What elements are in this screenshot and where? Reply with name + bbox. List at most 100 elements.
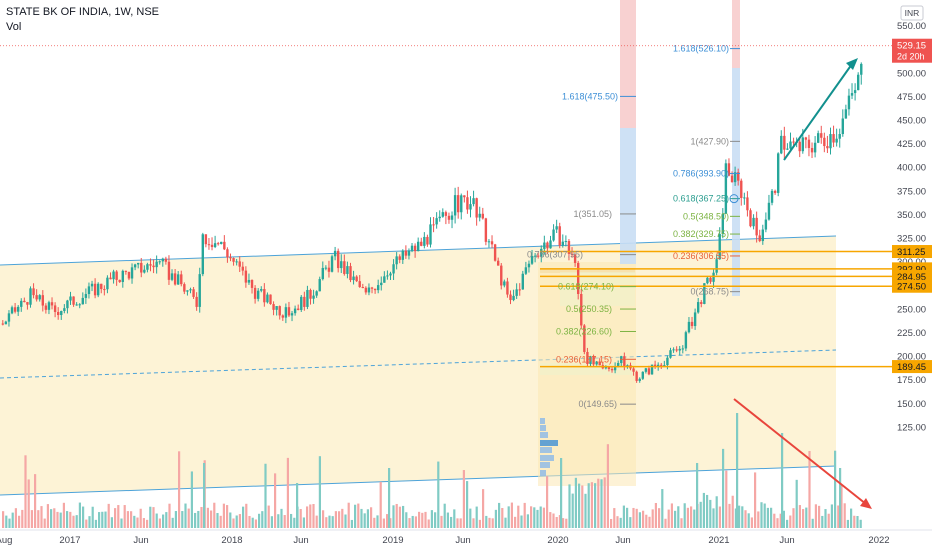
price-level-tag-label: 284.95 <box>897 272 926 283</box>
volume-bar <box>258 513 261 528</box>
candle <box>761 229 764 242</box>
candle <box>706 277 709 284</box>
candle <box>13 307 17 312</box>
volume-profile-bar <box>540 447 552 453</box>
volume-bar <box>325 517 328 528</box>
down-arrow-head <box>860 498 872 509</box>
volume-bar <box>629 517 632 528</box>
candle <box>413 245 417 252</box>
volume-bar <box>805 507 808 528</box>
candle <box>804 137 808 140</box>
volume-bar <box>642 510 645 528</box>
volume-bar <box>411 515 414 528</box>
candle <box>583 325 586 352</box>
candle <box>60 310 63 316</box>
candle <box>278 306 281 316</box>
volume-bar <box>574 477 577 528</box>
y-tick-label: 450.00 <box>897 115 926 126</box>
candle <box>475 198 478 218</box>
volume-bar <box>542 507 545 528</box>
candle <box>687 321 691 333</box>
price-level-tag-label: 311.25 <box>897 247 925 258</box>
price-level-tag <box>892 279 932 293</box>
candle <box>263 289 266 303</box>
volume-bar <box>293 517 296 528</box>
candle <box>327 267 331 272</box>
volume-bar <box>446 512 449 528</box>
candle <box>580 293 583 326</box>
volume-bar <box>482 489 485 528</box>
volume-bar <box>50 509 53 528</box>
volume-bar <box>117 505 120 528</box>
candle <box>364 287 368 293</box>
candle <box>820 133 823 138</box>
candle <box>816 133 820 143</box>
x-tick-label: Jun <box>293 535 308 546</box>
candle <box>463 195 466 198</box>
candle <box>383 276 386 283</box>
volume-bar <box>443 503 446 528</box>
candle <box>44 305 48 310</box>
candle <box>432 224 435 226</box>
candle <box>112 271 115 280</box>
volume-bar <box>203 463 206 528</box>
candle <box>469 204 472 210</box>
volume-bar <box>619 517 622 528</box>
x-tick-label: 2019 <box>382 535 403 546</box>
candle <box>798 141 801 152</box>
volume-bar <box>190 471 193 528</box>
volume-bar <box>571 493 574 528</box>
candle <box>423 236 426 246</box>
volume-bar <box>46 504 49 528</box>
volume-bar <box>757 511 760 528</box>
volume-bar <box>587 483 590 528</box>
candle <box>715 259 718 273</box>
candle <box>835 138 838 143</box>
volume-bar <box>178 451 181 528</box>
volume-bar <box>270 516 273 528</box>
volume-bar <box>514 516 517 528</box>
volume-bar <box>501 508 504 528</box>
candle <box>749 210 752 227</box>
volume-bar <box>388 468 391 528</box>
volume-profile-bar <box>540 418 545 424</box>
current-price-tag <box>892 38 932 63</box>
candle <box>109 277 112 280</box>
volume-bar <box>469 508 472 528</box>
volume-bar <box>632 507 635 528</box>
currency-badge[interactable] <box>900 5 924 21</box>
volume-bar <box>725 470 728 528</box>
candle <box>456 195 460 213</box>
volume-bar <box>53 508 56 528</box>
candle <box>850 93 854 96</box>
volume-bar <box>766 507 769 528</box>
candle <box>604 366 608 369</box>
candle <box>75 304 78 306</box>
volume-bar <box>459 518 462 528</box>
candle <box>35 295 38 300</box>
candle <box>333 250 337 257</box>
candle <box>404 250 408 256</box>
candle <box>426 236 429 245</box>
volume-bar <box>821 515 824 528</box>
candle <box>586 351 589 364</box>
candle <box>410 245 414 251</box>
volume-bar <box>558 515 561 528</box>
volume-bar <box>130 511 133 528</box>
candle <box>90 283 94 287</box>
volume-bar <box>232 518 235 528</box>
volume-bar <box>802 509 805 528</box>
candle <box>656 364 660 367</box>
volume-bar <box>210 510 213 528</box>
volume-bar <box>261 511 264 528</box>
x-tick-label: Jun <box>455 535 470 546</box>
candle <box>106 277 109 290</box>
volume-bar <box>18 515 21 528</box>
price-level-tag-label: 292.90 <box>897 264 926 275</box>
candle <box>638 378 641 381</box>
volume-bar <box>382 518 385 528</box>
volume-bar <box>290 513 293 528</box>
candle <box>681 348 684 350</box>
candle <box>56 311 60 316</box>
